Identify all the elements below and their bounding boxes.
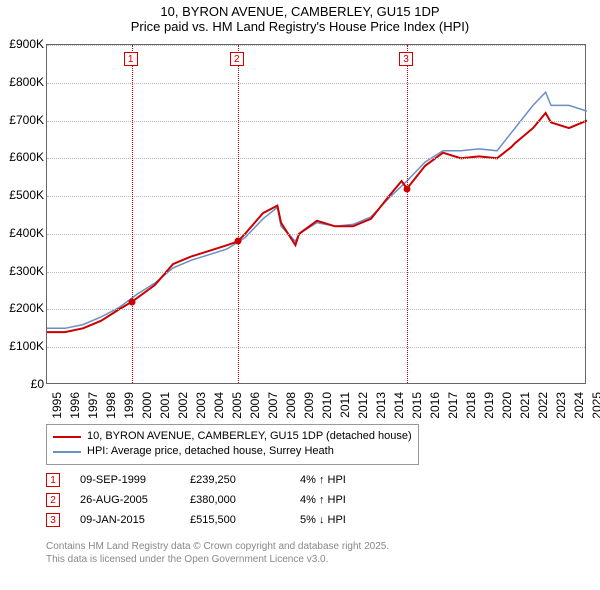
legend-swatch xyxy=(53,436,81,438)
gridline-h xyxy=(47,309,585,310)
y-axis-label: £800K xyxy=(0,75,44,89)
event-marker-box: 3 xyxy=(399,52,413,66)
license-line1: Contains HM Land Registry data © Crown c… xyxy=(46,540,389,553)
gridline-h xyxy=(47,234,585,235)
gridline-h xyxy=(47,83,585,84)
event-marker-line xyxy=(132,45,133,383)
x-axis-label: 2021 xyxy=(518,392,532,419)
x-axis-label: 2015 xyxy=(410,392,424,419)
x-axis-label: 2024 xyxy=(572,392,586,419)
transaction-marker-box: 2 xyxy=(46,493,60,507)
x-axis-label: 2017 xyxy=(446,392,460,419)
x-axis-label: 1995 xyxy=(50,392,64,419)
event-marker-dot xyxy=(404,185,411,192)
y-axis-label: £200K xyxy=(0,301,44,315)
y-axis-label: £0 xyxy=(0,377,44,391)
y-axis-label: £900K xyxy=(0,37,44,51)
event-marker-line xyxy=(238,45,239,383)
x-axis-label: 2016 xyxy=(428,392,442,419)
chart-container: 10, BYRON AVENUE, CAMBERLEY, GU15 1DP Pr… xyxy=(0,0,600,590)
x-axis-label: 2009 xyxy=(302,392,316,419)
title-block: 10, BYRON AVENUE, CAMBERLEY, GU15 1DP Pr… xyxy=(0,0,600,34)
transaction-delta: 4% ↑ HPI xyxy=(300,474,390,486)
legend-label: HPI: Average price, detached house, Surr… xyxy=(87,444,334,459)
transaction-date: 09-JAN-2015 xyxy=(80,514,170,526)
legend-row: 10, BYRON AVENUE, CAMBERLEY, GU15 1DP (d… xyxy=(53,429,412,444)
transaction-marker-box: 3 xyxy=(46,513,60,527)
x-axis-label: 2004 xyxy=(212,392,226,419)
x-axis-label: 1997 xyxy=(86,392,100,419)
x-axis-label: 2023 xyxy=(554,392,568,419)
x-axis-label: 2006 xyxy=(248,392,262,419)
y-axis-label: £100K xyxy=(0,339,44,353)
transaction-date: 26-AUG-2005 xyxy=(80,494,170,506)
transaction-row: 3 09-JAN-2015 £515,500 5% ↓ HPI xyxy=(46,510,390,530)
chart-plot-area xyxy=(46,44,586,384)
x-axis-label: 2003 xyxy=(194,392,208,419)
x-axis-label: 2000 xyxy=(140,392,154,419)
x-axis-label: 2002 xyxy=(176,392,190,419)
x-axis-label: 2005 xyxy=(230,392,244,419)
x-axis-label: 2025 xyxy=(590,392,600,419)
x-axis-label: 2011 xyxy=(338,392,352,418)
transaction-row: 1 09-SEP-1999 £239,250 4% ↑ HPI xyxy=(46,470,390,490)
x-axis-label: 2012 xyxy=(356,392,370,419)
event-marker-dot xyxy=(234,238,241,245)
x-axis-label: 2014 xyxy=(392,392,406,419)
x-axis-label: 1998 xyxy=(104,392,118,419)
transaction-delta: 5% ↓ HPI xyxy=(300,514,390,526)
chart-svg xyxy=(47,45,587,385)
x-axis-label: 2018 xyxy=(464,392,478,419)
x-axis-label: 2008 xyxy=(284,392,298,419)
x-axis-label: 2007 xyxy=(266,392,280,419)
gridline-h xyxy=(47,158,585,159)
gridline-h xyxy=(47,121,585,122)
gridline-h xyxy=(47,45,585,46)
title-line2: Price paid vs. HM Land Registry's House … xyxy=(0,19,600,34)
legend-swatch xyxy=(53,451,81,453)
legend-label: 10, BYRON AVENUE, CAMBERLEY, GU15 1DP (d… xyxy=(87,429,412,444)
transaction-price: £380,000 xyxy=(190,494,280,506)
x-axis-label: 2001 xyxy=(158,392,172,419)
x-axis-label: 2013 xyxy=(374,392,388,419)
y-axis-label: £500K xyxy=(0,188,44,202)
gridline-h xyxy=(47,272,585,273)
transaction-price: £515,500 xyxy=(190,514,280,526)
x-axis-label: 2019 xyxy=(482,392,496,419)
y-axis-label: £700K xyxy=(0,113,44,127)
y-axis-label: £300K xyxy=(0,264,44,278)
transaction-delta: 4% ↑ HPI xyxy=(300,494,390,506)
x-axis-label: 1999 xyxy=(122,392,136,419)
gridline-h xyxy=(47,196,585,197)
gridline-h xyxy=(47,347,585,348)
transaction-date: 09-SEP-1999 xyxy=(80,474,170,486)
transaction-price: £239,250 xyxy=(190,474,280,486)
title-line1: 10, BYRON AVENUE, CAMBERLEY, GU15 1DP xyxy=(0,4,600,19)
transaction-table: 1 09-SEP-1999 £239,250 4% ↑ HPI 2 26-AUG-2005… xyxy=(46,470,390,530)
legend-row: HPI: Average price, detached house, Surr… xyxy=(53,444,412,459)
y-axis-label: £400K xyxy=(0,226,44,240)
event-marker-dot xyxy=(128,298,135,305)
transaction-marker-box: 1 xyxy=(46,473,60,487)
transaction-row: 2 26-AUG-2005 £380,000 4% ↑ HPI xyxy=(46,490,390,510)
x-axis-label: 1996 xyxy=(68,392,82,419)
event-marker-line xyxy=(407,45,408,383)
license-line2: This data is licensed under the Open Gov… xyxy=(46,553,389,566)
series-line xyxy=(47,92,587,328)
legend: 10, BYRON AVENUE, CAMBERLEY, GU15 1DP (d… xyxy=(46,424,419,465)
license-text: Contains HM Land Registry data © Crown c… xyxy=(46,540,389,566)
x-axis-label: 2010 xyxy=(320,392,334,419)
x-axis-label: 2022 xyxy=(536,392,550,419)
event-marker-box: 2 xyxy=(230,52,244,66)
x-axis-label: 2020 xyxy=(500,392,514,419)
event-marker-box: 1 xyxy=(124,52,138,66)
y-axis-label: £600K xyxy=(0,150,44,164)
